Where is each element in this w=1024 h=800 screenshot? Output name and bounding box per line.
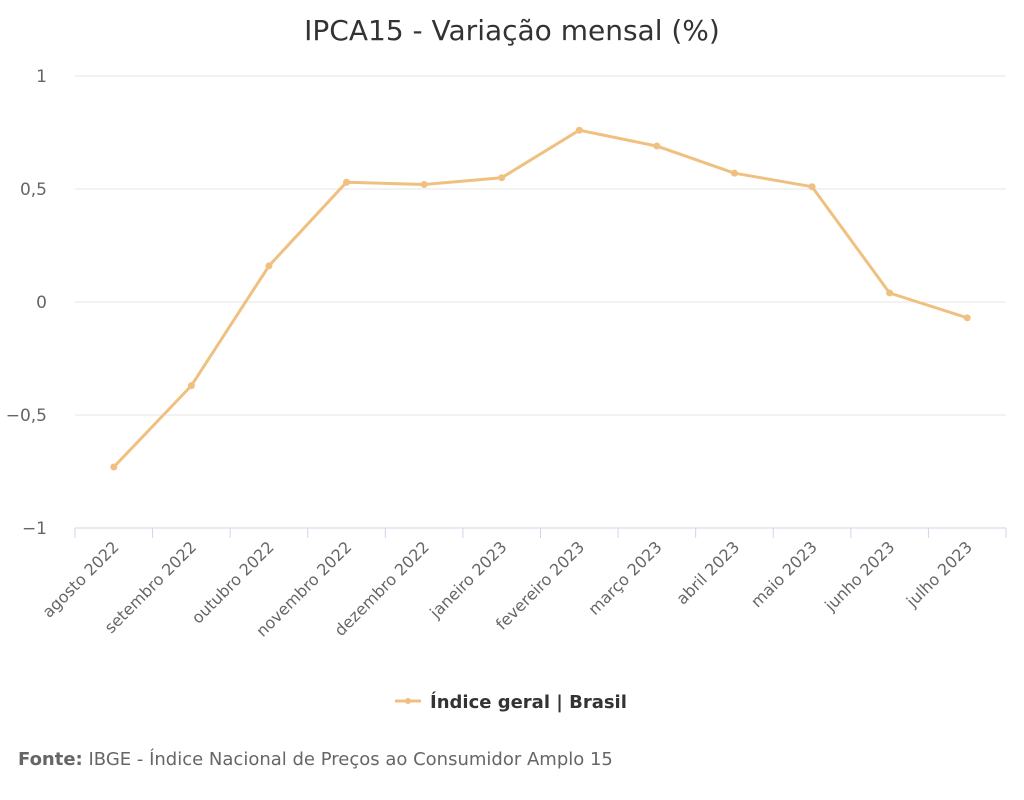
legend-marker (405, 698, 411, 704)
series-group (110, 126, 971, 471)
data-point[interactable] (886, 289, 894, 297)
data-point[interactable] (420, 180, 428, 188)
data-point[interactable] (265, 262, 273, 270)
x-tick-label: agosto 2022 (39, 537, 123, 621)
data-point[interactable] (653, 142, 661, 150)
y-tick-label: 0,5 (20, 180, 47, 200)
chart-title: IPCA15 - Variação mensal (%) (304, 14, 720, 47)
data-point[interactable] (498, 174, 506, 182)
source-text: IBGE - Índice Nacional de Preços ao Cons… (82, 749, 613, 770)
y-tick-label: 0 (36, 293, 47, 313)
x-tick-label: maio 2023 (747, 537, 821, 611)
source-note: Fonte: IBGE - Índice Nacional de Preços … (18, 749, 613, 770)
legend[interactable]: Índice geral | Brasil (395, 691, 627, 713)
data-point[interactable] (343, 178, 351, 186)
series-line (112, 128, 969, 469)
x-tick-label: janeiro 2023 (425, 537, 510, 622)
x-tick-label: julho 2023 (902, 537, 976, 611)
x-tick-label: junho 2023 (820, 537, 898, 615)
data-point[interactable] (808, 183, 816, 191)
source-label: Fonte: (18, 749, 83, 770)
data-point[interactable] (187, 382, 195, 390)
data-point[interactable] (963, 314, 971, 322)
grid-lines (75, 75, 1006, 416)
legend-item-label: Índice geral | Brasil (430, 691, 627, 713)
y-tick-label: −0,5 (6, 406, 47, 426)
y-tick-label: −1 (22, 519, 47, 539)
y-axis-labels: 1 0,5 0 −0,5 −1 (6, 67, 47, 539)
data-point[interactable] (730, 169, 738, 177)
x-axis (74, 527, 1007, 538)
data-point[interactable] (110, 463, 118, 471)
x-tick-label: março 2023 (584, 537, 665, 618)
x-tick-label: abril 2023 (672, 537, 743, 608)
y-tick-label: 1 (36, 67, 47, 87)
data-point[interactable] (575, 126, 583, 134)
